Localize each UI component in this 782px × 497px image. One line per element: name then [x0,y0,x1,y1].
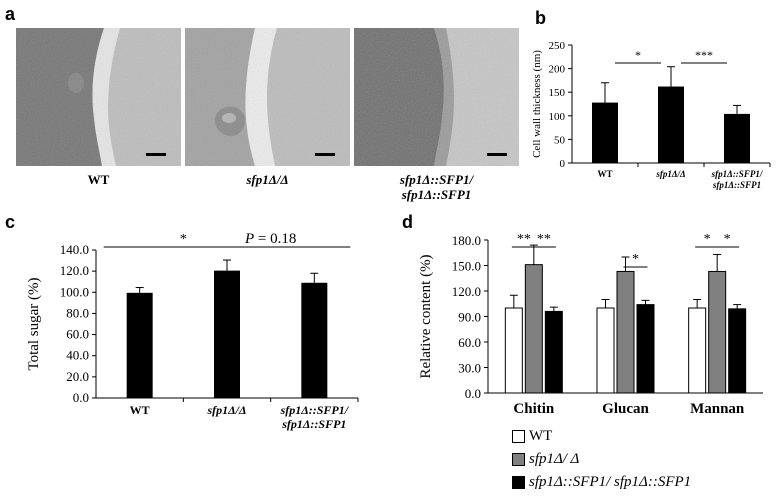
tick-label-x: sfp1Δ::SFP1 [712,180,761,190]
significance-label: ** [517,232,531,247]
bar [214,270,240,398]
tick-label-x: WT [130,403,150,417]
scale-bar-3 [487,153,507,156]
tick-label-y: 80.0 [66,305,89,320]
legend-swatch [512,452,525,466]
tick-label-x: sfp1Δ/Δ [206,403,246,417]
bar [728,308,747,394]
tick-label-y: 250 [549,40,566,52]
tick-label-y: 30.0 [458,361,481,376]
significance-label: *** [695,48,713,62]
tick-label-y: 0.0 [73,390,89,405]
tick-label-x: sfp1Δ/Δ [655,169,685,179]
legend-label: sfp1Δ::SFP1/ sfp1Δ::SFP1 [529,473,692,490]
scale-bar-1 [146,153,166,156]
tick-label-y: 180.0 [452,233,481,248]
bar [636,304,655,394]
tick-label-y: 50 [554,134,566,146]
tick-label-y: 150 [549,87,566,99]
tick-label-y: 0 [560,158,566,170]
y-axis-label: Cell wall thickness (nm) [531,50,543,158]
micrograph-label-complemented: sfp1Δ::SFP1/sfp1Δ::SFP1 [399,172,474,202]
micrograph-label-wt: WT [87,172,110,187]
chart-b-cell-wall-thickness: 0 50 100 150 200 250 Cell wall thickness (nm) W… [531,40,771,190]
panel-letter-a: a [5,4,16,24]
scale-bar-2 [315,153,335,156]
legend-entry: WT [512,426,552,446]
bar [724,113,750,163]
significance-label: * [635,48,641,62]
tick-label-y: 120.0 [60,263,89,278]
legend-label: sfp1Δ/ Δ [529,450,580,467]
tick-label-y: 100 [549,111,566,123]
y-axis-label: Relative content (%) [418,254,434,378]
bar [504,307,523,394]
significance-label: ** [537,232,551,247]
micrograph-sfp1-null [185,28,350,166]
bar [592,102,618,163]
significance-label: * [632,252,639,267]
bar [524,264,543,394]
bar [126,292,153,398]
legend-entry: sfp1Δ::SFP1/ sfp1Δ::SFP1 [512,472,691,492]
bar [544,310,563,394]
chart-c-total-sugar: 0.0 20.0 40.0 60.0 80.0 100.0 120.0 140.0 Total … [26,231,359,431]
micrograph-wt [16,28,181,166]
tick-label-y: 60.0 [458,335,481,350]
tick-label-y: 0.0 [465,386,481,401]
tick-label-x: WT [597,169,612,179]
significance-label: P = 0.18 [244,231,296,247]
bar [708,270,727,394]
tick-label-y: 20.0 [66,369,89,384]
micrograph-label-sfp1-null: sfp1Δ/Δ [246,172,289,187]
tick-label-y: 40.0 [66,348,89,363]
bar [658,86,684,163]
panel-letter-b: b [535,8,546,28]
tick-label-x: sfp1Δ::SFP1/ [280,403,350,417]
legend-swatch [512,475,525,489]
legend-label: WT [529,427,553,444]
legend-swatch [512,429,525,443]
tick-label-y: 200 [549,64,566,76]
panel-letter-c: c [5,212,16,232]
y-axis-label: Total sugar (%) [26,277,42,370]
tick-label-x: Mannan [690,401,745,417]
bar [596,307,615,394]
tick-label-x: sfp1Δ::SFP1/ [711,169,764,179]
tick-label-y: 90.0 [458,310,481,325]
panel-letter-d: d [402,212,413,232]
tick-label-x: Chitin [513,401,555,417]
significance-label: * [704,232,711,247]
tick-label-x: Glucan [602,401,649,417]
bar [688,307,707,394]
tick-label-y: 140.0 [60,242,89,257]
tick-label-y: 150.0 [452,259,481,274]
micrograph-complemented [354,28,519,166]
legend-entry: sfp1Δ/ Δ [512,449,579,469]
bar [616,270,635,394]
significance-label: * [724,232,731,247]
bar [301,282,328,398]
tick-label-x: sfp1Δ::SFP1 [281,417,346,431]
tick-label-y: 60.0 [66,327,89,342]
significance-label: * [180,232,187,247]
chart-d-relative-content: 0.0 30.0 60.0 90.0 120.0 150.0 180.0 Relative c… [418,232,763,417]
tick-label-y: 120.0 [452,284,481,299]
tick-label-y: 100.0 [60,284,89,299]
